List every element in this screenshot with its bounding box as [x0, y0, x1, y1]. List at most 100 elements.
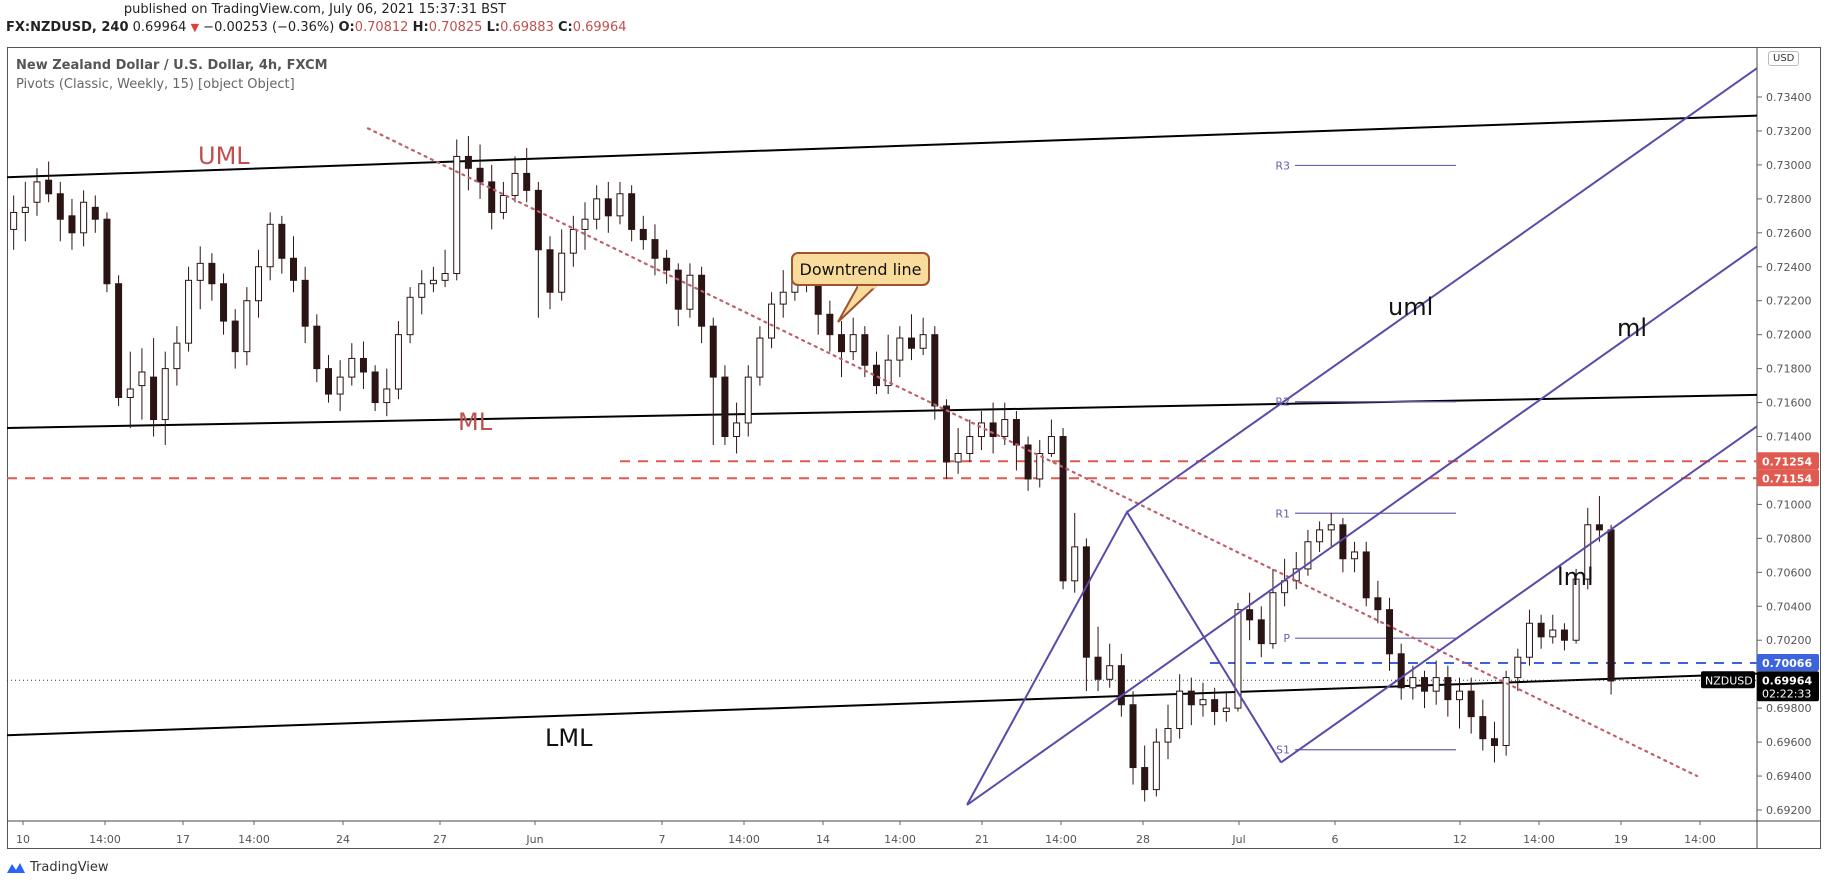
candle-body[interactable]	[698, 274, 706, 327]
candle-body[interactable]	[1514, 656, 1522, 679]
label-pitchfork-lml[interactable]: lml	[1557, 563, 1594, 591]
candle-body[interactable]	[21, 206, 29, 213]
currency-button[interactable]: USD	[1768, 51, 1800, 66]
candle-body[interactable]	[266, 223, 274, 268]
candle-body[interactable]	[1246, 609, 1254, 621]
candle-body[interactable]	[581, 218, 589, 230]
candle-body[interactable]	[499, 194, 507, 213]
candle-body[interactable]	[1012, 419, 1020, 446]
candle-body[interactable]	[441, 273, 449, 281]
candle-body[interactable]	[220, 283, 228, 322]
candle-body[interactable]	[1374, 597, 1382, 611]
pitchfork-handle[interactable]	[966, 510, 1282, 806]
candle-body[interactable]	[255, 266, 263, 302]
candle-body[interactable]	[103, 218, 111, 285]
label-ml[interactable]: ML	[458, 408, 493, 436]
candle-body[interactable]	[33, 181, 41, 203]
candle-body[interactable]	[1537, 622, 1545, 638]
candle-body[interactable]	[1117, 665, 1125, 706]
candle-body[interactable]	[476, 167, 484, 183]
candle-body[interactable]	[115, 283, 123, 398]
candle-body[interactable]	[1316, 529, 1324, 543]
candle-body[interactable]	[1164, 728, 1172, 743]
candle-body[interactable]	[744, 376, 752, 424]
candle-body[interactable]	[966, 436, 974, 454]
candle-body[interactable]	[1199, 699, 1207, 706]
candle-body[interactable]	[1176, 690, 1184, 730]
candle-body[interactable]	[1409, 677, 1417, 689]
tradingview-logo[interactable]: TradingView	[6, 860, 109, 875]
candle-body[interactable]	[1479, 716, 1487, 740]
candle-body[interactable]	[838, 334, 846, 353]
pitchfork-ml-line[interactable]	[966, 245, 1758, 806]
candle-body[interactable]	[453, 155, 461, 275]
candle-body[interactable]	[511, 172, 519, 196]
candle-body[interactable]	[488, 181, 496, 213]
candle-body[interactable]	[1106, 665, 1114, 680]
candle-body[interactable]	[1047, 436, 1055, 454]
candle-body[interactable]	[849, 334, 857, 353]
label-pitchfork-uml[interactable]: uml	[1388, 293, 1434, 321]
candle-body[interactable]	[1595, 524, 1603, 531]
candle-body[interactable]	[231, 320, 239, 353]
candle-body[interactable]	[1362, 551, 1370, 599]
channel-line-ml[interactable]	[6, 393, 1758, 430]
candle-body[interactable]	[1001, 419, 1009, 438]
channel-line-lml[interactable]	[6, 672, 1758, 737]
candle-body[interactable]	[1444, 677, 1452, 701]
candle-body[interactable]	[161, 368, 169, 421]
candle-body[interactable]	[1560, 629, 1568, 641]
candle-body[interactable]	[464, 155, 472, 169]
candle-body[interactable]	[324, 368, 332, 395]
candle-body[interactable]	[989, 422, 997, 438]
candle-body[interactable]	[604, 198, 612, 217]
candle-body[interactable]	[709, 325, 717, 378]
candle-body[interactable]	[1094, 656, 1102, 680]
candle-body[interactable]	[91, 206, 99, 220]
candle-body[interactable]	[406, 296, 414, 336]
candle-body[interactable]	[1607, 529, 1615, 682]
candle-body[interactable]	[1024, 444, 1032, 480]
candle-body[interactable]	[313, 325, 321, 370]
candle-body[interactable]	[873, 364, 880, 387]
candle-body[interactable]	[1152, 741, 1160, 791]
candle-body[interactable]	[150, 376, 158, 421]
candle-body[interactable]	[126, 388, 134, 398]
candle-body[interactable]	[721, 376, 729, 438]
candle-body[interactable]	[663, 257, 671, 271]
candle-body[interactable]	[1456, 690, 1463, 701]
candle-body[interactable]	[534, 189, 542, 251]
candle-body[interactable]	[756, 337, 764, 378]
label-lml[interactable]: LML	[545, 724, 593, 752]
candle-body[interactable]	[1421, 677, 1429, 692]
candle-body[interactable]	[1351, 551, 1359, 560]
candle-body[interactable]	[954, 452, 962, 463]
candle-body[interactable]	[686, 274, 694, 310]
candle-body[interactable]	[779, 291, 787, 305]
candle-body[interactable]	[1432, 677, 1440, 692]
label-pitchfork-ml[interactable]: ml	[1617, 314, 1648, 342]
candle-body[interactable]	[919, 334, 927, 349]
candle-body[interactable]	[138, 371, 146, 387]
candle-body[interactable]	[1502, 677, 1510, 746]
candle-body[interactable]	[1036, 452, 1044, 480]
candle-body[interactable]	[1490, 738, 1498, 746]
candle-body[interactable]	[1059, 436, 1067, 582]
candle-body[interactable]	[359, 357, 367, 373]
candle-body[interactable]	[196, 262, 204, 281]
candle-body[interactable]	[546, 249, 554, 293]
candle-body[interactable]	[1129, 704, 1137, 769]
candle-body[interactable]	[569, 228, 577, 254]
candle-body[interactable]	[1467, 690, 1475, 718]
channel-line-uml[interactable]	[6, 114, 1758, 179]
candle-body[interactable]	[290, 257, 297, 281]
candle-body[interactable]	[884, 359, 892, 387]
candle-body[interactable]	[429, 279, 437, 285]
candle-body[interactable]	[616, 193, 624, 217]
candle-body[interactable]	[383, 388, 391, 404]
candle-body[interactable]	[278, 223, 286, 259]
candle-body[interactable]	[10, 211, 18, 230]
candle-body[interactable]	[80, 201, 88, 234]
candle-body[interactable]	[1327, 524, 1335, 531]
